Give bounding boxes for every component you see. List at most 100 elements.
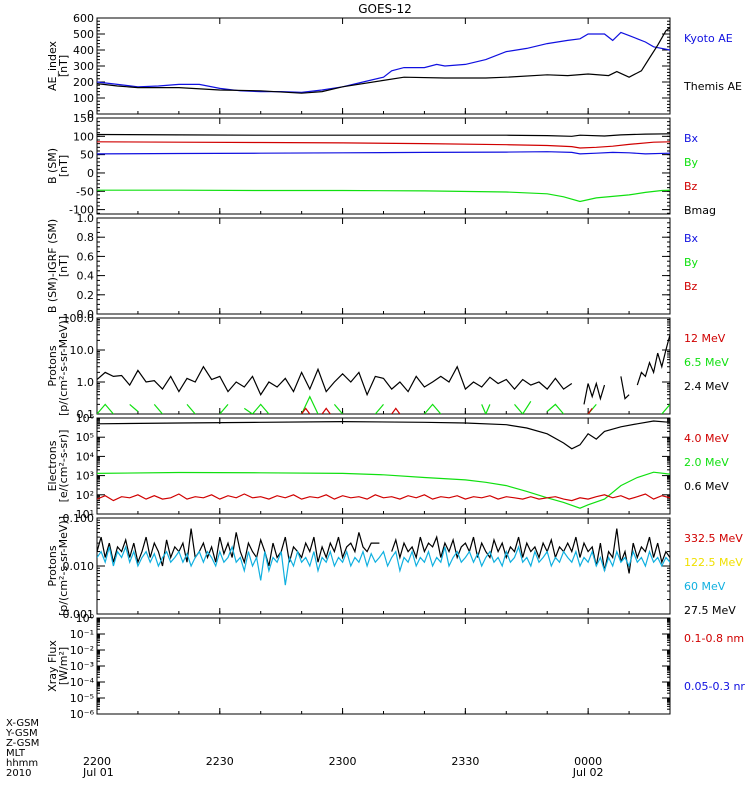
series-red-line	[97, 493, 670, 502]
y-tick-label: 500	[73, 28, 94, 41]
x-date-label: Jul 01	[82, 766, 114, 779]
legend-by: By	[684, 256, 699, 269]
y-tick-label: 10⁻⁶	[70, 708, 95, 721]
y-tick-label: 150	[73, 112, 94, 125]
y-tick-label: 10²	[76, 489, 94, 502]
y-tick-label: 10³	[76, 470, 94, 483]
legend-kyoto-ae: Kyoto AE	[684, 32, 733, 45]
y-axis-label-line: AE_index	[46, 40, 59, 91]
y-tick-label: 0.6	[77, 250, 95, 263]
y-axis-label-line: [p/(cm²-s-sr-MeV)]	[57, 316, 70, 416]
legend-themis-ae: Themis AE	[683, 80, 742, 93]
y-tick-label: 10⁻²	[70, 644, 94, 657]
panel-frame	[96, 617, 671, 715]
y-tick-label: 300	[73, 60, 94, 73]
y-tick-label: 10¹	[76, 508, 94, 521]
series-cyan-line	[97, 544, 670, 586]
series-black-line	[97, 420, 670, 450]
y-axis-label: AE_index[nT]	[46, 40, 70, 91]
series-red-line	[301, 407, 593, 414]
legend-60-mev: 60 MeV	[684, 580, 726, 593]
panel-frame	[96, 417, 671, 515]
y-axis-label-line: [p/(cm²-s-sr-MeV)]	[57, 516, 70, 616]
y-axis-label-line: B (SM)	[46, 148, 59, 184]
y-axis-label-line: B (SM)-IGRF (SM)	[46, 219, 59, 313]
x-tick-label: 0000	[574, 755, 602, 768]
row-label-x-gsm: X-GSM	[6, 718, 39, 729]
x-tick-label: 2230	[206, 755, 234, 768]
y-tick-label: 0.8	[77, 231, 95, 244]
y-axis-label-line: [nT]	[57, 155, 70, 177]
y-axis-label-line: [e/(cm²-s-sr)]	[57, 430, 70, 503]
y-tick-label: 0	[87, 108, 94, 121]
time-axis: 2200 2230 2300 2330 0000 Jul 01 Jul 02 X-GSMY-G…	[5, 718, 604, 779]
y-tick-label: 0.100	[63, 512, 95, 525]
series-blue-line	[97, 31, 670, 94]
panel-frame	[96, 117, 671, 215]
series-blue-line	[97, 151, 670, 155]
panel-db: 0.0 0.2 0.4 0.6 0.8 1.0 B (SM)-IGRF (SM)[nT] Bx…	[46, 212, 699, 321]
y-tick-label: 10⁻⁵	[70, 692, 94, 705]
chart-title: GOES-12	[358, 2, 412, 16]
y-tick-label: 100.0	[63, 312, 95, 325]
x-date-label: Jul 02	[572, 766, 604, 779]
panel-xray: 10⁻⁶ 10⁻⁵ 10⁻⁴ 10⁻³ 10⁻² 10⁻¹ 10⁰ Xray Flux[W/m…	[46, 612, 745, 721]
y-tick-label: 100	[73, 92, 94, 105]
y-tick-label: 600	[73, 12, 94, 25]
y-tick-label: 10⁻¹	[70, 628, 94, 641]
y-tick-label: 200	[73, 76, 94, 89]
row-label-y-gsm: Y-GSM	[5, 728, 38, 739]
y-tick-label: 0.010	[63, 560, 95, 573]
y-tick-label: 10⁶	[76, 412, 95, 425]
legend-2-4-mev: 2.4 MeV	[684, 380, 729, 393]
y-tick-label: 0.2	[77, 289, 95, 302]
legend-6-5-mev: 6.5 MeV	[684, 356, 729, 369]
y-tick-label: 400	[73, 44, 94, 57]
y-tick-label: 0.1	[77, 408, 95, 421]
series-green-line	[97, 189, 670, 203]
panel-frame	[96, 217, 671, 315]
y-tick-label: 10⁵	[76, 431, 94, 444]
series-black-line	[97, 133, 670, 137]
panel-frame	[96, 17, 671, 115]
legend-bx: Bx	[684, 232, 699, 245]
series-black-line	[97, 27, 670, 94]
series-red-line	[97, 141, 670, 149]
series-green-line	[97, 471, 670, 509]
legend-12-mev: 12 MeV	[684, 332, 726, 345]
y-axis-label: Xray Flux[W/m²]	[46, 640, 70, 692]
legend-bz: Bz	[684, 180, 698, 193]
x-tick-label: 2300	[329, 755, 357, 768]
legend-122-5-mev: 122.5 MeV	[684, 556, 743, 569]
y-tick-label: 100	[73, 130, 94, 143]
y-tick-label: 50	[80, 149, 94, 162]
y-tick-label: -50	[76, 185, 94, 198]
legend-by: By	[684, 156, 699, 169]
legend-0-05-0-3-nr: 0.05-0.3 nr	[684, 680, 745, 693]
row-label-2010: 2010	[6, 768, 31, 779]
panel-b: -100 -50 0 50 100 150 B (SM)[nT] Bx By Bz Bmag	[46, 112, 716, 217]
x-tick-label: 2330	[451, 755, 479, 768]
panel-frame	[96, 317, 671, 415]
panel-frame	[96, 517, 671, 615]
y-axis-label-line: Protons	[46, 545, 59, 586]
y-tick-label: 1.0	[77, 376, 95, 389]
y-axis-label: Protons[p/(cm²-s-sr-MeV)]	[46, 516, 70, 616]
row-label-z-gsm: Z-GSM	[6, 738, 39, 749]
y-axis-label: Electrons[e/(cm²-s-sr)]	[46, 430, 70, 503]
y-tick-label: 1.0	[77, 212, 95, 225]
legend-0-6-mev: 0.6 MeV	[684, 480, 729, 493]
series-black-line	[97, 334, 670, 405]
y-tick-label: 0.001	[63, 608, 95, 621]
legend-bmag: Bmag	[684, 204, 716, 217]
y-axis-label: B (SM)[nT]	[46, 148, 70, 184]
panel-protons1: 0.11.010.0100.0Protons[p/(cm²-s-sr-MeV)]…	[46, 312, 729, 421]
y-tick-label: 0.4	[77, 270, 95, 283]
y-tick-label: -100	[69, 204, 94, 217]
row-label-mlt: MLT	[6, 748, 26, 759]
y-axis-label-line: [W/m²]	[57, 647, 70, 685]
y-tick-label: 10⁻³	[70, 660, 94, 673]
legend-bz: Bz	[684, 280, 698, 293]
